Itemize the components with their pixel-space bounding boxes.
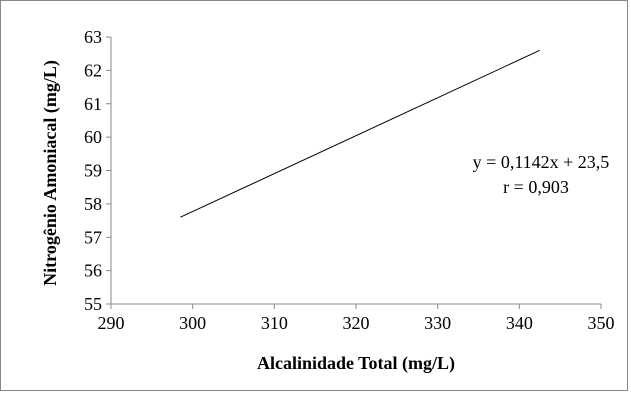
y-tick-label: 63	[84, 27, 102, 47]
y-tick-label: 57	[84, 227, 102, 247]
y-tick-label: 59	[84, 161, 102, 181]
x-axis-title: Alcalinidade Total (mg/L)	[257, 353, 455, 374]
x-tick-label: 290	[98, 313, 125, 333]
correlation-annotation: r = 0,903	[503, 177, 569, 197]
y-tick-label: 58	[84, 194, 102, 214]
regression-line	[180, 49, 540, 218]
y-tick-label: 55	[84, 294, 102, 314]
x-tick-label: 310	[261, 313, 288, 333]
x-tick-label: 340	[506, 313, 533, 333]
y-tick-label: 60	[84, 127, 102, 147]
y-tick-label: 61	[84, 94, 102, 114]
x-tick-label: 300	[179, 313, 206, 333]
x-tick-label: 330	[424, 313, 451, 333]
y-tick-label: 56	[84, 261, 102, 281]
x-tick-label: 350	[588, 313, 615, 333]
equation-annotation: y = 0,1142x + 23,5	[473, 152, 610, 172]
y-axis-title: Nitrogênio Amoniacal (mg/L)	[40, 60, 61, 286]
series-layer	[180, 49, 540, 218]
x-axis-ticks: 290 300 310 320 330 340 350	[98, 304, 615, 333]
y-tick-label: 62	[84, 60, 102, 80]
y-axis-ticks: 55 56 57 58 59 60 61 62 63	[84, 27, 111, 314]
x-tick-label: 320	[343, 313, 370, 333]
